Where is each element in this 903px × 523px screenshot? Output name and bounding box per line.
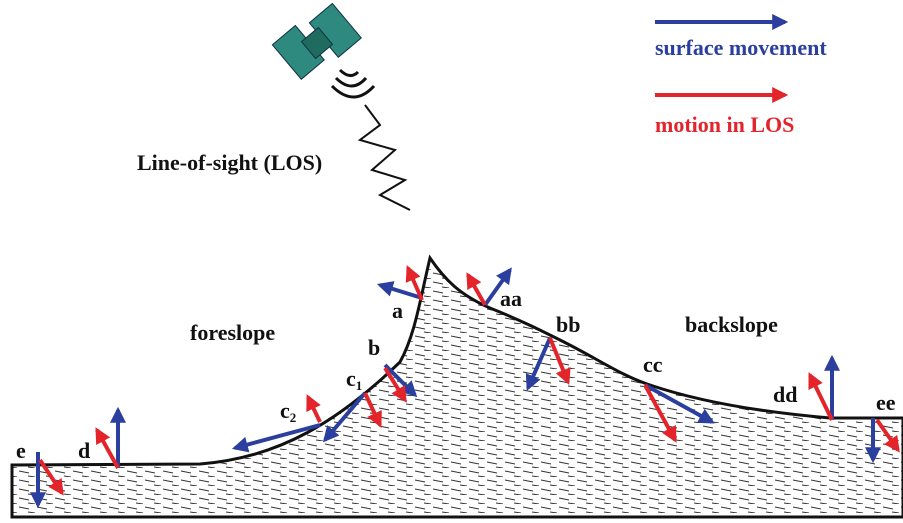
point-label: d [78,438,90,463]
label-part: c [280,398,290,423]
label-part: 2 [290,410,297,425]
point-label: c1 [346,366,362,393]
point-label: c2 [280,398,296,425]
point-label: e [16,438,26,463]
point-label: cc [643,352,663,377]
point-label: aa [500,286,522,311]
terrain [12,258,903,517]
label-part: 1 [356,378,363,393]
region-label: backslope [685,312,778,337]
legend-label: surface movement [655,35,827,60]
point-label: b [368,335,380,360]
los-wave [360,105,410,210]
point-label: bb [556,312,580,337]
satellite [272,4,374,97]
legend-label: motion in LOS [655,112,794,137]
point-label: dd [773,382,797,407]
point-label: a [392,298,403,323]
region-label: foreslope [190,320,275,345]
label-part: c [346,366,356,391]
point-label: ee [876,390,896,415]
diagram: surface movement motion in LOS Line-of-s… [0,0,903,523]
los-label: Line-of-sight (LOS) [137,150,322,175]
